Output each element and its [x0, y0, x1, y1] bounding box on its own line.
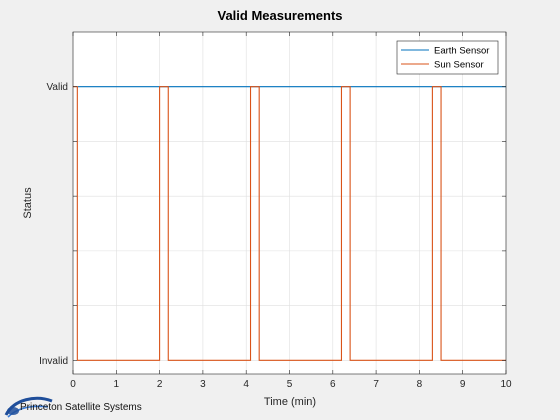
y-tick-label: Valid	[47, 82, 69, 93]
x-tick-label: 6	[330, 379, 336, 390]
legend-label: Sun Sensor	[434, 60, 484, 71]
axis-ticks: 0 1 2 3 4 5 6 7 8 9 10 Invalid Valid	[39, 32, 512, 390]
x-tick-label: 3	[200, 379, 206, 390]
x-tick-label: 9	[460, 379, 466, 390]
princeton-satellite-systems-logo-icon	[4, 396, 53, 418]
brand-footer: Princeton Satellite Systems	[4, 393, 154, 419]
x-tick-label: 1	[114, 379, 120, 390]
x-tick-label: 2	[157, 379, 163, 390]
x-tick-label: 7	[373, 379, 379, 390]
x-tick-label: 0	[70, 379, 76, 390]
chart-title: Valid Measurements	[218, 8, 343, 23]
legend-label: Earth Sensor	[434, 46, 489, 57]
plot-lines	[73, 86, 506, 361]
series-line-sun-sensor	[73, 86, 506, 361]
x-tick-label: 4	[243, 379, 249, 390]
brand-text: Princeton Satellite Systems	[20, 402, 142, 413]
legend-box	[396, 40, 499, 75]
legend: Earth Sensor Sun Sensor	[396, 40, 499, 75]
x-tick-label: 10	[500, 379, 512, 390]
x-tick-label: 8	[417, 379, 423, 390]
y-tick-label: Invalid	[39, 356, 68, 367]
y-axis-label: Status	[22, 187, 34, 219]
x-axis-label: Time (min)	[264, 396, 316, 408]
x-tick-label: 5	[287, 379, 293, 390]
